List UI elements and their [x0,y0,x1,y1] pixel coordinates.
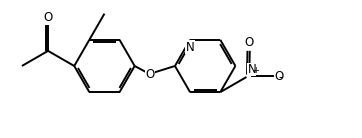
Text: +: + [252,66,259,75]
Text: O: O [244,36,253,49]
Text: O: O [43,11,53,24]
Text: N: N [248,63,256,76]
Text: N: N [186,41,194,54]
Text: O: O [145,67,155,81]
Text: O: O [275,70,284,83]
Text: -: - [278,71,283,84]
